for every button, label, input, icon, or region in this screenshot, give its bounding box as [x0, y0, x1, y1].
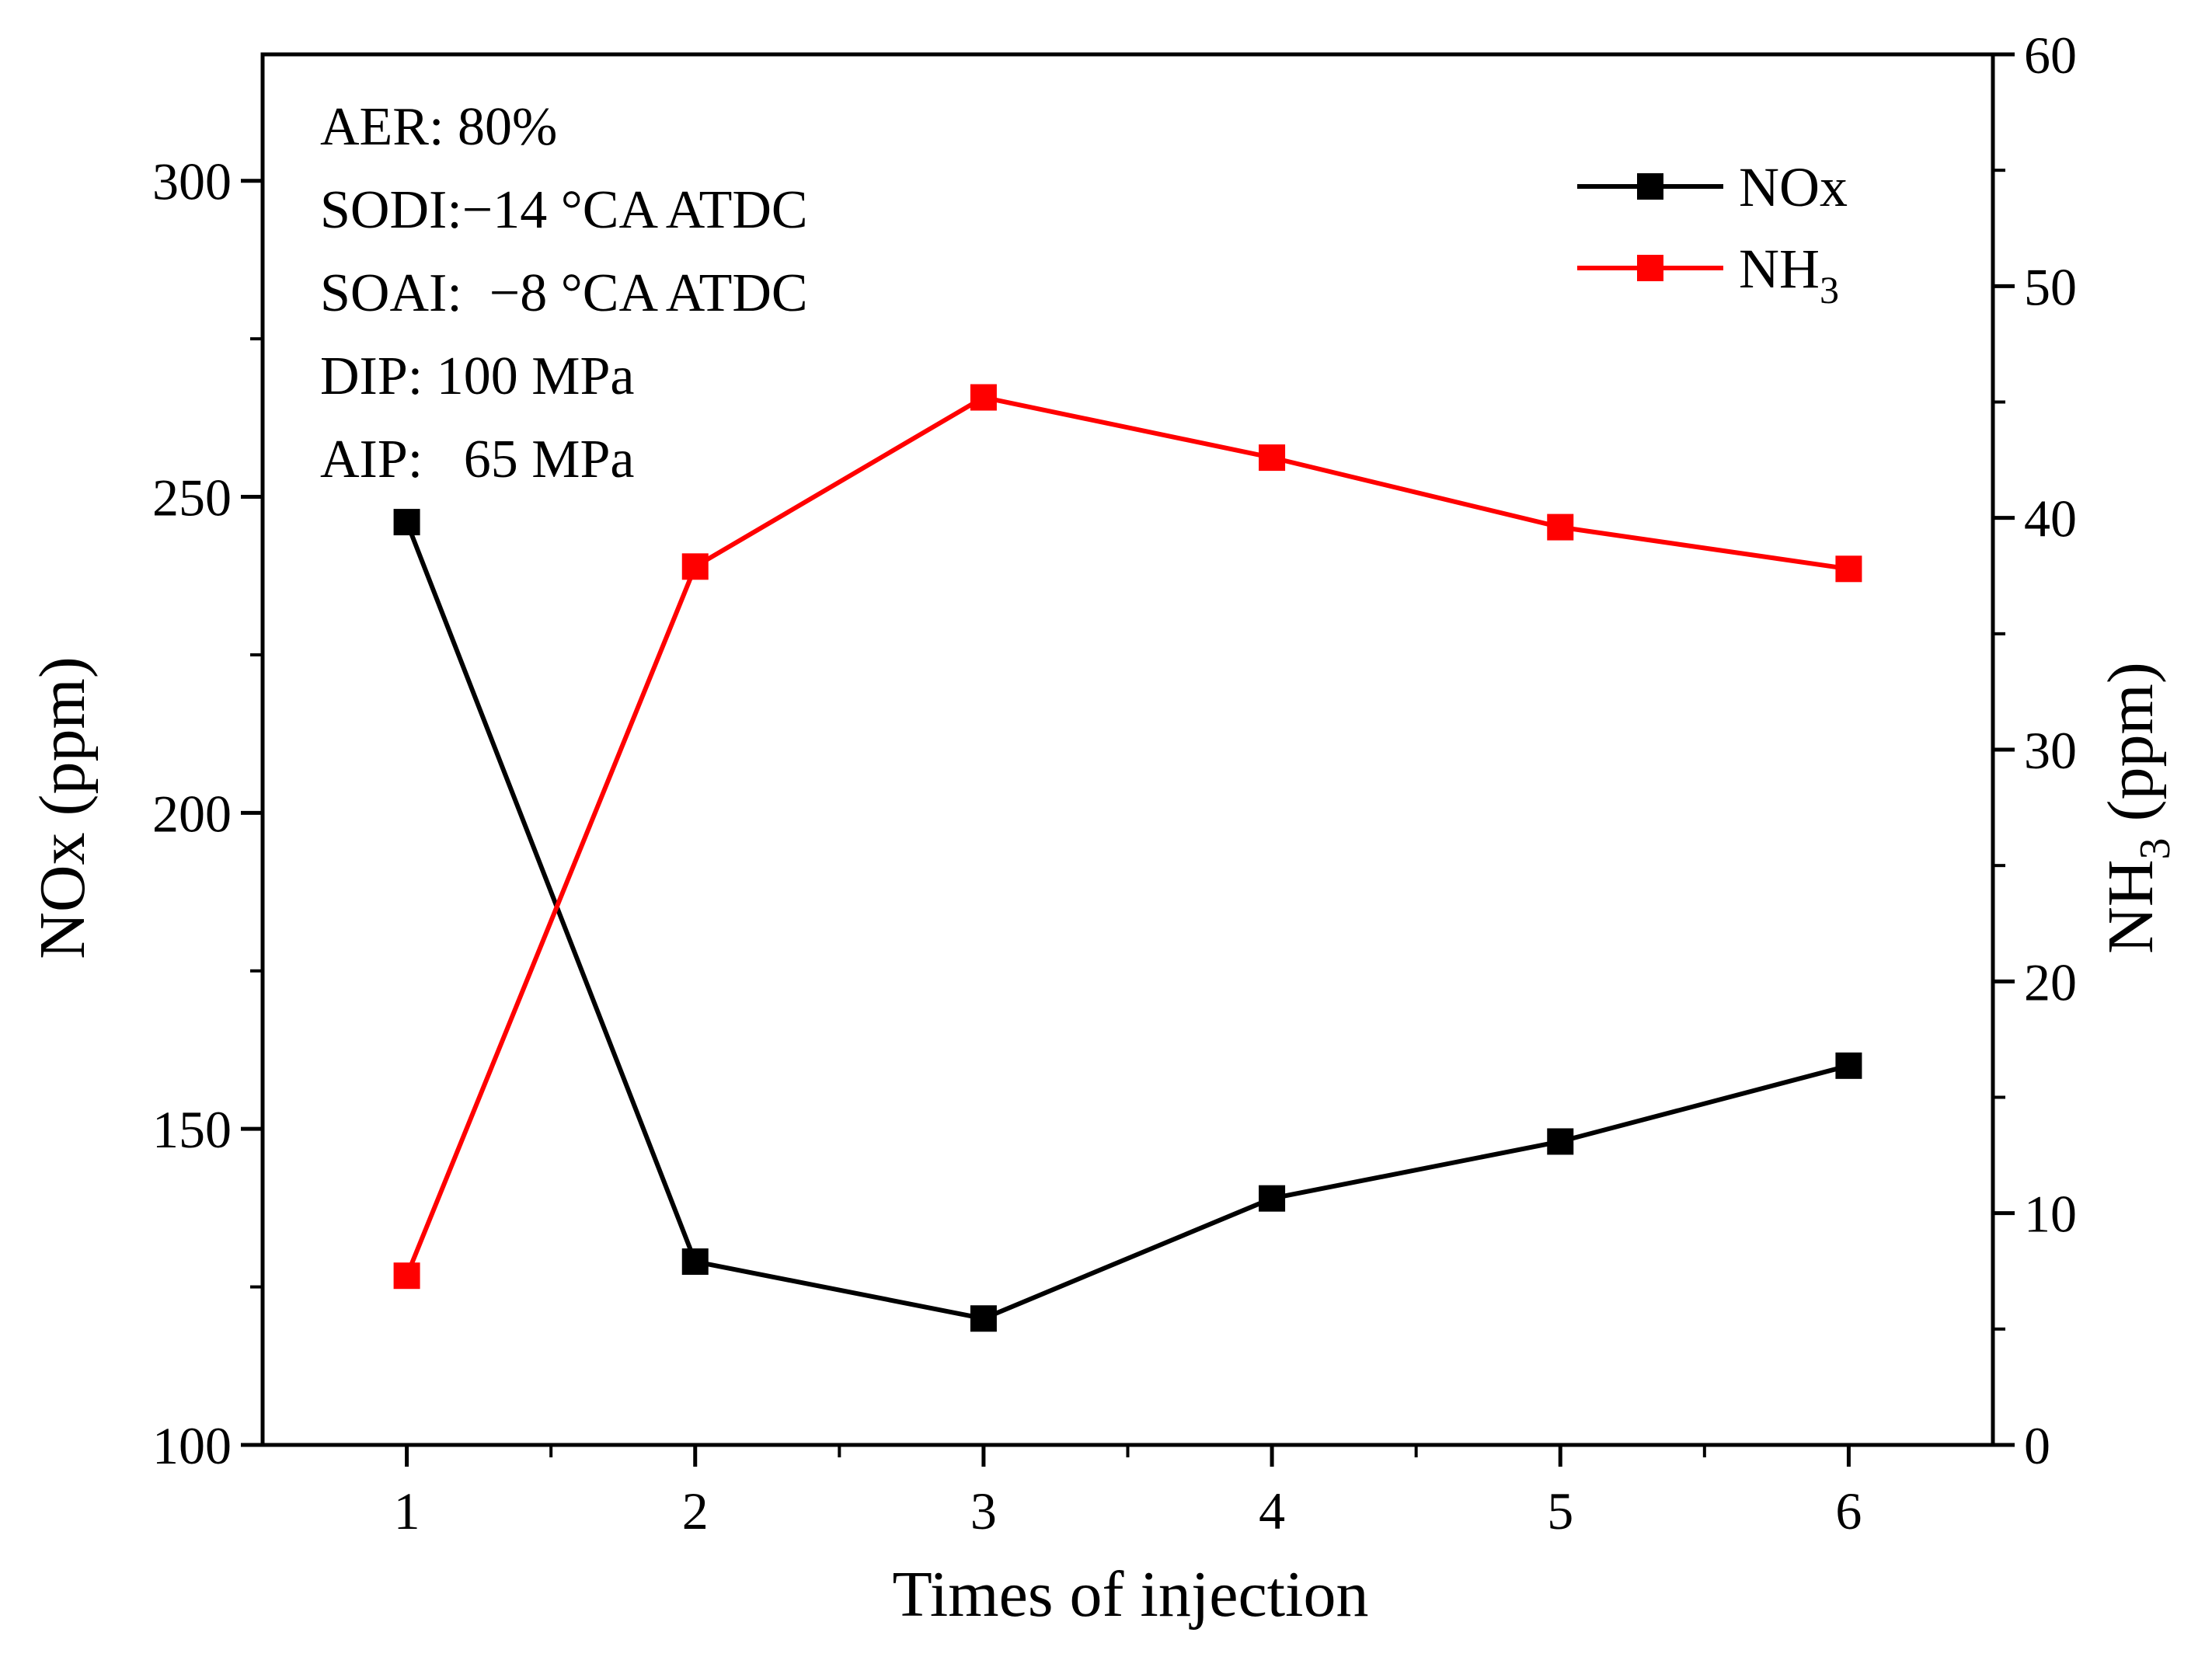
data-point-nh3 [1259, 444, 1286, 472]
data-point-nh3 [681, 553, 709, 580]
annotation-block: AER: 80% SODI:−14 °CA ATDC SOAI: −8 °CA AT… [320, 97, 808, 489]
annotation-line: DIP: 100 MPa [320, 346, 634, 406]
x-axis-title: Times of injection [893, 1558, 1369, 1631]
left-y-axis-title: NOx (ppm) [26, 656, 99, 959]
data-point-nh3 [1547, 513, 1574, 541]
right-y-tick-label: 30 [2024, 721, 2077, 780]
legend-label-nox: NOx [1739, 156, 1848, 218]
right-y-tick-label: 60 [2024, 26, 2077, 85]
right-y-tick-label: 20 [2024, 952, 2077, 1011]
left-y-tick-label: 250 [152, 468, 232, 527]
right-y-tick-label: 10 [2024, 1185, 2077, 1244]
data-point-nox [681, 1248, 709, 1276]
right-y-axis-title-main: NH [2095, 859, 2167, 953]
data-point-nox [1259, 1185, 1286, 1212]
legend-label-nh3-subscript: 3 [1820, 268, 1839, 312]
annotation-line: AER: 80% [320, 97, 557, 157]
data-point-nh3 [1835, 555, 1862, 583]
left-y-tick-label: 150 [152, 1100, 232, 1159]
data-point-nh3 [393, 1262, 420, 1290]
annotation-line: SOAI: −8 °CA ATDC [320, 263, 808, 323]
data-point-nox [1835, 1052, 1862, 1079]
x-tick-label: 5 [1547, 1481, 1573, 1540]
left-y-axis: 100 150 200 250 300 [152, 152, 263, 1475]
legend-label-nh3: NH3 [1739, 238, 1839, 312]
x-axis: 1 2 3 4 5 6 [394, 1445, 1862, 1540]
x-tick-label: 4 [1259, 1481, 1285, 1540]
x-tick-label: 1 [394, 1481, 420, 1540]
annotation-line: AIP: 65 MPa [320, 430, 634, 489]
left-y-tick-label: 300 [152, 152, 232, 211]
x-tick-label: 6 [1835, 1481, 1862, 1540]
left-y-tick-label: 100 [152, 1416, 232, 1475]
data-point-nox [970, 1305, 997, 1332]
right-y-axis-title: NH3 (ppm) [2095, 662, 2179, 954]
x-tick-label: 3 [970, 1481, 997, 1540]
legend-marker-nox [1637, 173, 1663, 200]
right-y-axis-title-units: (ppm) [2095, 662, 2167, 837]
series-layer [393, 384, 1862, 1332]
legend-label-nh3-main: NH [1739, 238, 1820, 300]
annotation-line: SODI:−14 °CA ATDC [320, 180, 808, 240]
series-line-nox [404, 521, 1850, 1321]
right-y-tick-label: 0 [2024, 1416, 2050, 1475]
right-y-axis-title-subscript: 3 [2131, 837, 2179, 859]
x-tick-label: 2 [682, 1481, 709, 1540]
right-y-tick-label: 40 [2024, 489, 2077, 548]
legend: NOx NH3 [1577, 156, 1848, 312]
series-line-nh3 [404, 395, 1849, 1277]
right-y-tick-label: 50 [2024, 257, 2077, 316]
legend-marker-nh3 [1637, 255, 1663, 281]
left-y-tick-label: 200 [152, 784, 232, 843]
data-point-nh3 [970, 384, 997, 411]
data-point-nox [1547, 1128, 1574, 1155]
data-point-nox [393, 509, 420, 536]
right-y-axis: 0 10 20 30 40 50 60 [1993, 26, 2077, 1475]
